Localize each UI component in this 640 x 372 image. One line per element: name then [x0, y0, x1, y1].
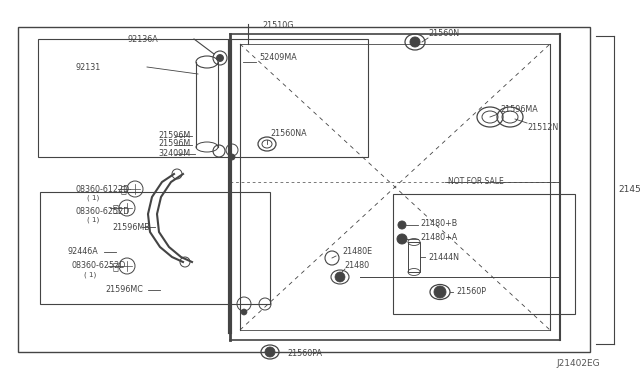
Circle shape	[397, 234, 407, 244]
Text: 21596M: 21596M	[158, 131, 190, 140]
Text: 21480+B: 21480+B	[420, 218, 457, 228]
Text: NOT FOR SALE: NOT FOR SALE	[448, 177, 504, 186]
Text: 21510G: 21510G	[262, 20, 294, 29]
Text: J21402EG: J21402EG	[556, 359, 600, 369]
Circle shape	[241, 309, 247, 315]
Circle shape	[216, 55, 223, 61]
Text: 08360-6122D: 08360-6122D	[75, 185, 129, 193]
Bar	[38, 39, 368, 157]
Text: 21560P: 21560P	[456, 288, 486, 296]
Circle shape	[335, 272, 345, 282]
Text: 21450: 21450	[618, 186, 640, 195]
Bar	[393, 194, 575, 314]
Text: Ⓢ: Ⓢ	[120, 184, 126, 194]
Text: 92136A: 92136A	[127, 35, 157, 44]
Text: 21444N: 21444N	[428, 253, 459, 262]
Text: ( 1): ( 1)	[87, 217, 99, 223]
Circle shape	[398, 221, 406, 229]
Text: ( 1): ( 1)	[87, 195, 99, 201]
Text: 92446A: 92446A	[68, 247, 99, 257]
Circle shape	[265, 347, 275, 357]
Text: 21512N: 21512N	[527, 122, 558, 131]
Text: 21596M: 21596M	[158, 140, 190, 148]
Text: 21480E: 21480E	[342, 247, 372, 257]
Text: ( 1): ( 1)	[84, 272, 96, 278]
Circle shape	[229, 154, 235, 160]
Circle shape	[434, 286, 446, 298]
Text: 21596MB: 21596MB	[112, 222, 150, 231]
Circle shape	[410, 37, 420, 47]
Text: 21560NA: 21560NA	[270, 129, 307, 138]
Text: 52409MA: 52409MA	[259, 54, 297, 62]
Bar	[408, 242, 420, 272]
Bar	[40, 192, 270, 304]
Text: 92131: 92131	[75, 62, 100, 71]
Text: 32409M: 32409M	[158, 148, 190, 157]
Text: 08360-6252D: 08360-6252D	[75, 206, 129, 215]
Text: Ⓢ: Ⓢ	[112, 261, 118, 271]
Text: 21596MC: 21596MC	[105, 285, 143, 294]
Text: 21560N: 21560N	[428, 29, 459, 38]
Bar	[18, 27, 590, 352]
Text: 21480: 21480	[344, 260, 369, 269]
Text: 21560PA: 21560PA	[287, 349, 322, 357]
Text: 21480+A: 21480+A	[420, 232, 457, 241]
Text: Ⓢ: Ⓢ	[112, 203, 118, 213]
Text: 08360-6252D: 08360-6252D	[72, 262, 126, 270]
Text: 21596MA: 21596MA	[500, 105, 538, 113]
